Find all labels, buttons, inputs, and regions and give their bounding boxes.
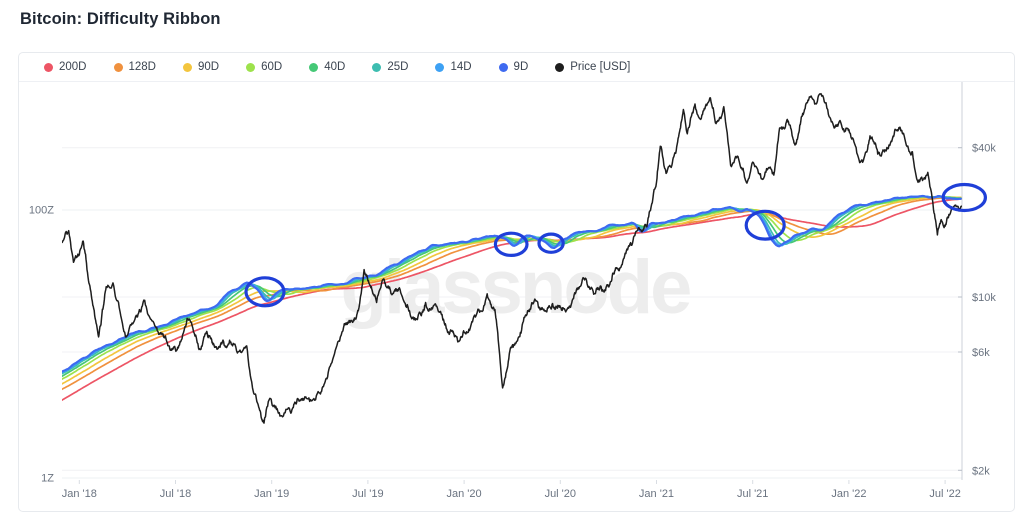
legend-dot-icon (113, 62, 123, 72)
legend-item-price-usd[interactable]: Price [USD] (555, 61, 630, 73)
legend-label: 128D (128, 61, 157, 73)
legend-item-128d[interactable]: 128D (113, 61, 157, 73)
legend-item-9d[interactable]: 9D (498, 61, 529, 73)
legend-label: 25D (387, 61, 409, 73)
chart-legend: 200D 128D 90D 60D 40D 25D 14D 9D Price [USD] (19, 53, 1014, 82)
page-title: Bitcoin: Difficulty Ribbon (20, 10, 221, 28)
legend-dot-icon (435, 62, 445, 72)
legend-item-200d[interactable]: 200D (44, 61, 87, 73)
legend-label: Price [USD] (570, 61, 631, 73)
legend-label: 90D (198, 61, 220, 73)
legend-label: 14D (450, 61, 472, 73)
legend-dot-icon (246, 62, 256, 72)
legend-label: 40D (324, 61, 346, 73)
legend-item-25d[interactable]: 25D (372, 61, 408, 73)
legend-dot-icon (555, 62, 565, 72)
legend-item-90d[interactable]: 90D (183, 61, 219, 73)
legend-dot-icon (498, 62, 508, 72)
chart-card: 200D 128D 90D 60D 40D 25D 14D 9D Price [USD] (18, 52, 1015, 512)
legend-item-14d[interactable]: 14D (435, 61, 472, 73)
legend-label: 9D (513, 61, 529, 73)
legend-dot-icon (183, 62, 192, 72)
legend-label: 60D (261, 61, 283, 73)
legend-label: 200D (59, 61, 87, 73)
legend-dot-icon (372, 62, 382, 72)
legend-item-40d[interactable]: 40D (309, 61, 345, 73)
legend-item-60d[interactable]: 60D (246, 61, 282, 73)
legend-dot-icon (44, 62, 53, 72)
legend-dot-icon (309, 62, 319, 72)
